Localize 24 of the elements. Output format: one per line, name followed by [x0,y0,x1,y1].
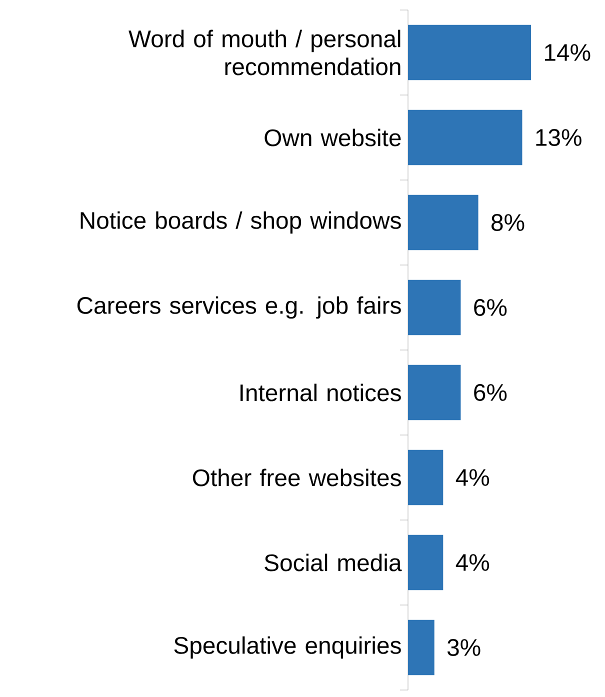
y-tick-label: Internal notices [240,384,401,402]
data-label: 13% [536,129,582,146]
y-tick-label: Social media [264,554,402,572]
bar [408,194,478,250]
bar [408,280,461,336]
bar [408,24,531,80]
y-tick-label: Notice boards / shop windows [80,211,401,234]
y-tick-label: Other free websites [192,468,401,486]
data-label: 4% [456,554,490,571]
y-tick-label: Speculative enquiries [174,636,401,659]
y-tick-label: Careers services e.g. job fairs [77,296,401,319]
bar [408,364,461,420]
data-label: 3% [447,639,480,656]
y-tick-label: Word of mouth / personal recommendation [128,30,400,76]
data-label: 8% [492,214,524,231]
data-label: 4% [456,469,490,486]
y-tick-label: Own website [264,128,401,146]
bar [408,620,434,676]
data-label: 6% [474,384,507,401]
data-label: 6% [474,299,507,316]
bar [408,110,522,166]
bar [408,450,444,506]
data-label: 14% [545,44,590,61]
bar [408,534,444,590]
